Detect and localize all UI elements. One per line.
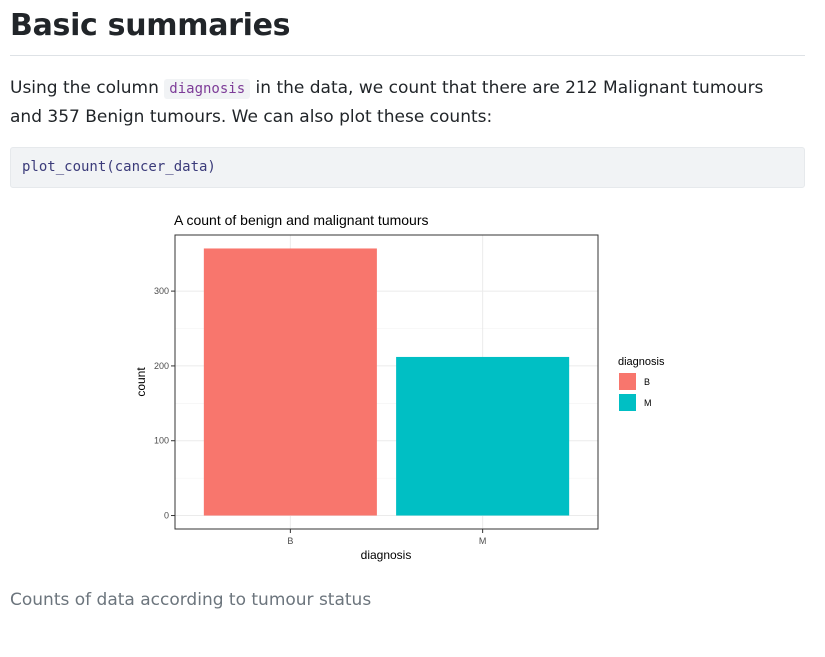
code-line: plot_count(cancer_data): [22, 159, 216, 175]
x-axis-label: diagnosis: [361, 548, 412, 562]
y-tick-label: 0: [164, 511, 169, 521]
chart-title: A count of benign and malignant tumours: [174, 212, 429, 228]
bar-M: [396, 356, 570, 516]
figure-caption: Counts of data according to tumour statu…: [10, 590, 372, 610]
paragraph-text-after: in the data, we count that there are 212…: [10, 78, 764, 127]
y-axis-label: count: [134, 367, 148, 397]
y-tick-label: 300: [154, 286, 169, 296]
legend-label-M: M: [644, 398, 652, 408]
legend-label-B: B: [644, 377, 650, 387]
bars: [203, 248, 570, 516]
y-tick-label: 200: [154, 361, 169, 371]
y-axis: 0 100 200 300: [154, 286, 175, 521]
count-bar-chart: A count of benign and malignant tumours …: [134, 212, 665, 562]
x-tick-label: B: [287, 536, 293, 546]
bar-B: [203, 248, 377, 516]
code-block[interactable]: plot_count(cancer_data): [10, 147, 805, 188]
legend-title: diagnosis: [618, 356, 665, 368]
legend-swatch-B: [619, 373, 636, 390]
legend-swatch-M: [619, 394, 636, 411]
y-tick-label: 100: [154, 436, 169, 446]
section-heading: Basic summaries: [10, 8, 291, 43]
legend: diagnosis B M: [618, 356, 665, 411]
x-tick-label: M: [479, 536, 487, 546]
summary-paragraph: Using the column diagnosis in the data, …: [10, 74, 800, 131]
paragraph-text-before: Using the column: [10, 78, 165, 98]
heading-divider: [10, 55, 805, 56]
plot-panel-border: [174, 234, 599, 530]
inline-code-diagnosis: diagnosis: [164, 79, 251, 99]
